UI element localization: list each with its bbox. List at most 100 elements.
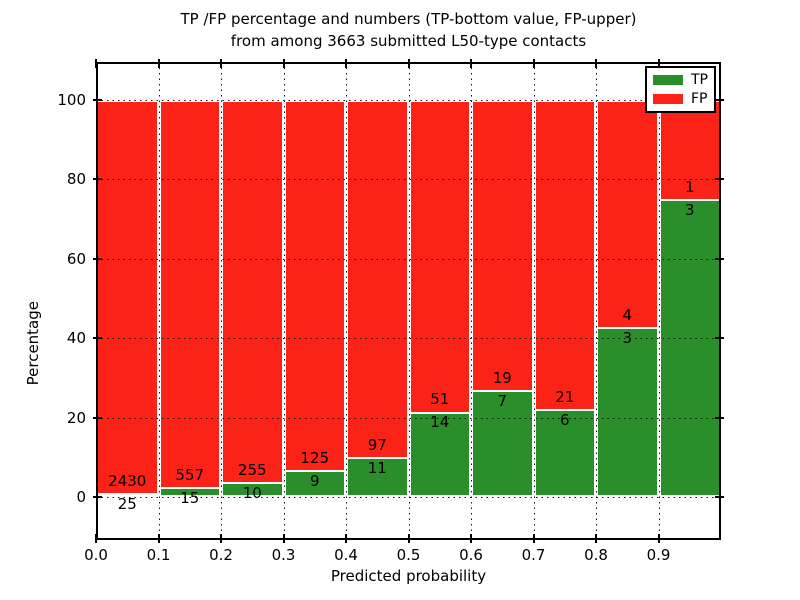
x-tick-mark-top <box>407 59 410 68</box>
bar-group <box>596 100 659 497</box>
y-tick-label: 40 <box>66 329 86 348</box>
bar-value-label-fp: 2430 <box>108 471 147 490</box>
legend-row-tp: TP <box>653 72 708 88</box>
tp-legend-label: TP <box>691 72 708 89</box>
x-tick-mark-top <box>157 59 160 68</box>
bar-value-label-tp: 3 <box>684 201 695 220</box>
x-tick-mark <box>470 534 472 543</box>
plot-area: 2430 25 557 15 255 10 125 9 97 11 51 14 19 7 21 6 4 3 1 3 <box>93 59 724 543</box>
bar-group <box>471 100 534 497</box>
y-tick-mark-right <box>715 496 724 498</box>
chart-title-line1: TP /FP percentage and numbers (TP-bottom… <box>180 10 637 28</box>
bar-value-label-fp: 125 <box>300 449 330 468</box>
y-tick-label: 80 <box>66 170 86 189</box>
bar-value-label-fp: 97 <box>367 435 387 454</box>
x-tick-mark-top <box>95 59 97 68</box>
bar-segment-tp <box>658 199 721 497</box>
bar-value-label-fp: 19 <box>492 369 512 388</box>
y-tick-mark <box>93 337 102 340</box>
y-tick-mark-right <box>715 257 724 260</box>
y-tick-label: 60 <box>66 249 86 268</box>
x-tick-mark-top <box>345 59 347 68</box>
x-tick-mark <box>532 534 535 543</box>
y-tick-label: 100 <box>57 91 86 109</box>
x-axis-label: Predicted probability <box>330 567 487 585</box>
x-tick-label: 0.3 <box>271 546 296 564</box>
bar-segment-fp <box>221 100 284 497</box>
y-gridline <box>96 497 721 498</box>
x-tick-mark <box>157 534 160 543</box>
x-tick-mark-top <box>282 59 285 68</box>
y-tick-mark-right <box>715 99 724 101</box>
x-tick-mark <box>282 534 285 543</box>
x-gridline <box>471 62 472 540</box>
bar-value-label-tp: 6 <box>559 410 570 429</box>
y-tick-label: 20 <box>66 408 86 427</box>
bar-value-label-fp: 21 <box>555 387 575 406</box>
chart-title: TP /FP percentage and numbers (TP-bottom… <box>96 8 721 52</box>
legend-row-fp: FP <box>653 91 708 107</box>
y-tick-label: 0 <box>76 488 86 506</box>
y-gridline <box>96 179 721 181</box>
y-gridline <box>96 258 721 260</box>
x-tick-mark <box>595 534 597 543</box>
x-gridline <box>596 62 597 540</box>
bar-value-label-fp: 1 <box>684 178 695 197</box>
bar-segment-fp <box>158 100 221 497</box>
x-gridline <box>533 62 535 540</box>
x-tick-mark <box>95 534 97 543</box>
y-tick-mark <box>93 416 102 419</box>
bar-value-label-tp: 25 <box>117 494 137 513</box>
bar-group <box>533 100 596 497</box>
bar-segment-fp <box>346 100 409 497</box>
bar-group <box>158 100 221 497</box>
y-axis-label-text: Percentage <box>24 300 42 386</box>
bar-group <box>96 100 159 497</box>
x-tick-label: 0.7 <box>521 546 546 564</box>
bar-group <box>346 100 409 497</box>
x-tick-label: 0.9 <box>646 546 671 564</box>
bar-segment-tp <box>283 470 346 497</box>
x-tick-mark <box>220 534 222 543</box>
bar-value-label-fp: 255 <box>237 461 267 480</box>
y-gridline <box>96 100 721 101</box>
bar-value-label-tp: 9 <box>309 472 320 491</box>
y-tick-mark <box>93 257 102 260</box>
y-tick-mark-right <box>715 337 724 340</box>
tp-legend-swatch <box>653 75 683 86</box>
x-gridline <box>221 62 222 540</box>
fp-legend-label: FP <box>691 90 708 107</box>
bar-value-label-fp: 51 <box>430 390 450 409</box>
bar-segment-fp <box>96 100 159 497</box>
bar-value-label-tp: 11 <box>367 458 387 477</box>
bar-value-label-tp: 3 <box>622 328 633 347</box>
bar-group <box>408 100 471 497</box>
legend: TP FP <box>645 66 716 113</box>
x-tick-mark <box>657 534 660 543</box>
x-tick-mark-top <box>595 59 597 68</box>
chart-title-line2: from among 3663 submitted L50-type conta… <box>230 32 587 50</box>
x-tick-mark-top <box>532 59 535 68</box>
bar-group <box>221 100 284 497</box>
x-tick-label: 0.5 <box>396 546 421 564</box>
bar-segment-tp <box>596 326 659 497</box>
y-gridline <box>96 338 721 340</box>
y-tick-mark-right <box>715 416 724 419</box>
x-tick-label: 0.8 <box>584 546 608 564</box>
bar-value-label-tp: 14 <box>430 413 450 432</box>
x-tick-label: 0.1 <box>146 546 171 564</box>
x-tick-label: 0.6 <box>459 546 483 564</box>
x-gridline <box>158 62 160 540</box>
x-gridline <box>346 62 347 540</box>
bar-group <box>283 100 346 497</box>
x-tick-mark <box>345 534 347 543</box>
x-gridline <box>658 62 660 540</box>
bar-value-label-tp: 7 <box>497 392 508 411</box>
bar-segment-tp <box>533 408 596 497</box>
x-tick-label: 0.0 <box>84 546 108 564</box>
y-tick-mark-right <box>715 178 724 181</box>
x-gridline <box>283 62 285 540</box>
bar-value-label-tp: 15 <box>180 488 200 507</box>
x-tick-mark-top <box>220 59 222 68</box>
bar-value-label-fp: 557 <box>175 465 205 484</box>
